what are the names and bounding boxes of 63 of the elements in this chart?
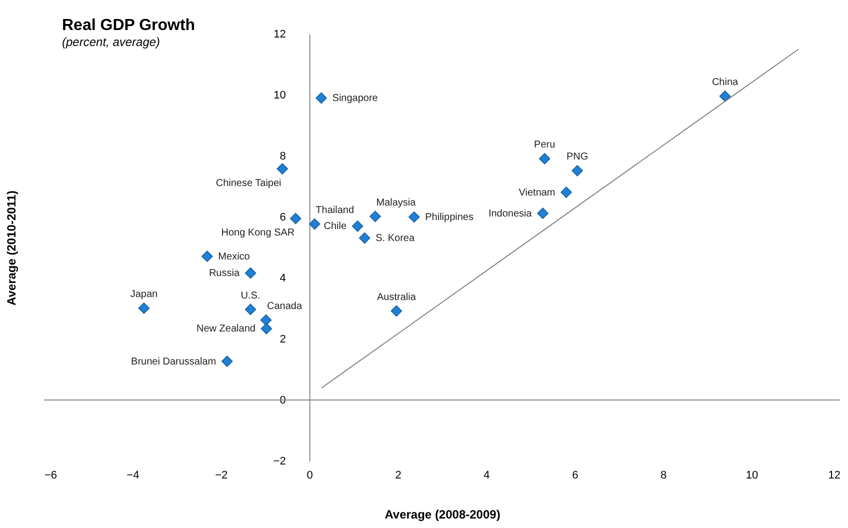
annotation: Indonesia — [488, 208, 532, 220]
annotation: S. Korea — [376, 233, 415, 244]
annotation: Brunei Darussalam — [131, 356, 216, 368]
annotation: Australia — [377, 292, 416, 303]
annotation: Peru — [534, 140, 556, 151]
y-axis-title: Average (2010-2011) — [4, 190, 18, 306]
x-tick-label: −6 — [44, 470, 58, 482]
chart-subtitle: (percent, average) — [62, 35, 160, 49]
point — [358, 232, 370, 244]
annotation: Vietnam — [518, 187, 556, 198]
x-tick-label: 0 — [306, 470, 313, 482]
point — [408, 211, 420, 223]
y-tick-label: 6 — [280, 212, 286, 224]
annotation: Mexico — [218, 251, 250, 262]
annotation: Chile — [324, 221, 347, 232]
point — [260, 314, 272, 326]
annotation: New Zealand — [196, 324, 256, 335]
point — [560, 186, 572, 198]
annotation: Philippines — [425, 212, 474, 223]
x-tick-label: −4 — [126, 470, 140, 482]
point — [572, 164, 583, 176]
point — [290, 212, 302, 224]
point — [221, 356, 233, 367]
x-tick-label: −2 — [215, 470, 228, 482]
y-tick-label: 12 — [274, 28, 286, 40]
annotation: PNG — [566, 152, 588, 163]
x-tick-label: 6 — [572, 470, 578, 482]
y-tick-label: 4 — [280, 272, 286, 284]
point — [316, 92, 327, 104]
annotation: U.S. — [240, 290, 260, 302]
annotation: Russia — [208, 268, 240, 280]
point — [260, 322, 272, 334]
annotation: Chinese Taipei — [216, 178, 282, 189]
x-axis-title: Average (2008-2009) — [384, 508, 500, 522]
annotation: Malaysia — [376, 197, 416, 208]
x-tick-label: 4 — [484, 470, 490, 482]
x-tick-label: 12 — [828, 470, 840, 482]
y-tick-label: −2 — [273, 456, 286, 468]
point — [308, 218, 320, 230]
annotation: China — [712, 77, 739, 88]
x-tick-label: 8 — [660, 470, 667, 482]
annotation: Canada — [266, 301, 302, 312]
point — [276, 163, 288, 174]
y-tick-label: 8 — [280, 150, 286, 162]
point — [138, 302, 150, 314]
point — [719, 90, 731, 102]
y-tick-label: 2 — [280, 334, 286, 346]
point — [537, 208, 548, 219]
y-tick-label: 10 — [274, 90, 286, 102]
x-tick-label: 2 — [395, 470, 402, 482]
annotation: Thailand — [316, 205, 354, 216]
point — [244, 267, 256, 279]
annotation: Hong Kong SAR — [221, 228, 295, 239]
point — [352, 220, 364, 232]
annotation: Japan — [130, 289, 158, 300]
chart-title: Real GDP Growth — [62, 17, 196, 34]
x-tick-label: 10 — [746, 470, 758, 482]
annotation: Singapore — [332, 93, 378, 104]
point — [538, 153, 550, 164]
point — [370, 210, 381, 222]
point — [390, 305, 402, 317]
point — [244, 304, 256, 316]
point — [202, 250, 213, 262]
